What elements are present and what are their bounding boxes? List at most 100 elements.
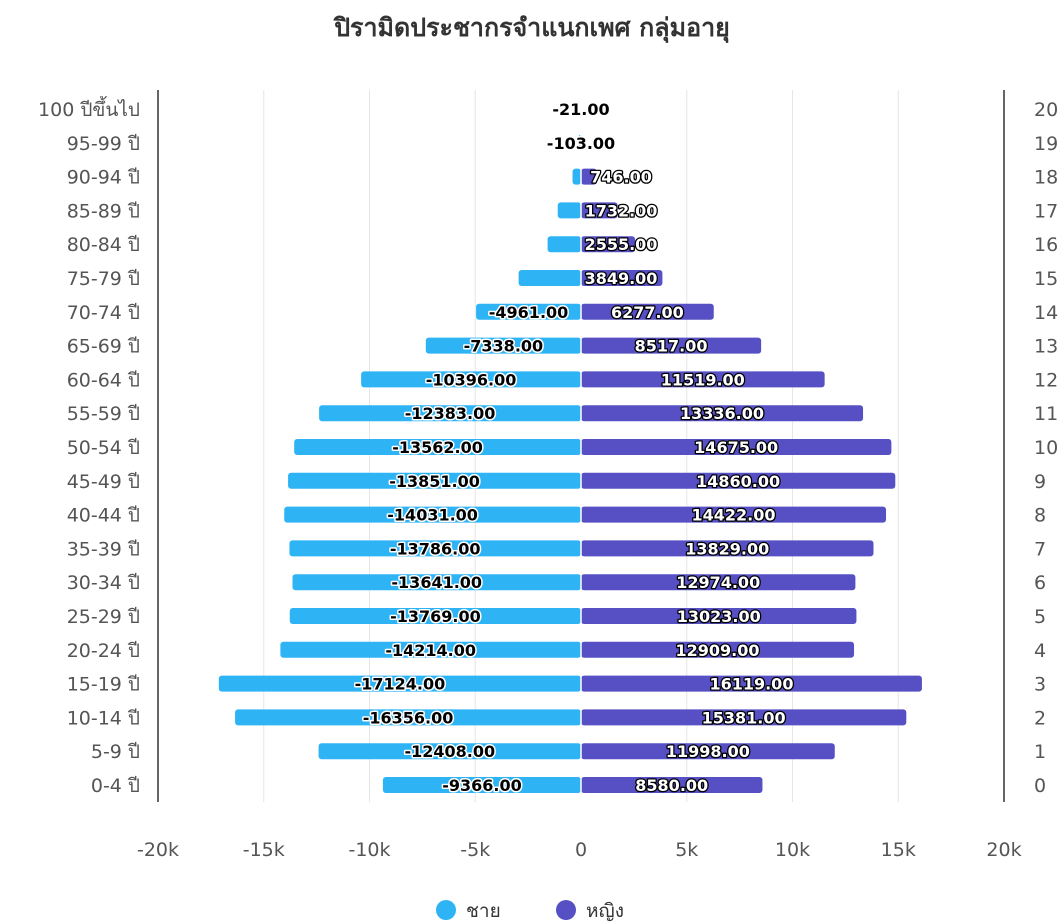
right-axis-label: 6 <box>1034 572 1046 594</box>
bar-female[interactable] <box>581 472 896 489</box>
y-category-label: 5-9 ปี <box>91 741 140 763</box>
y-category-label: 75-79 ปี <box>67 268 140 290</box>
data-label-female: 1732.00 <box>585 201 658 220</box>
y-category-label: 20-24 ปี <box>67 640 140 662</box>
x-tick-label: 20k <box>986 839 1021 861</box>
bar-male[interactable] <box>289 608 581 624</box>
legend[interactable]: ชาย หญิง <box>436 900 624 922</box>
data-label-male: -4961.00 <box>489 303 569 322</box>
data-label-male: -13562.00 <box>392 438 483 457</box>
y-category-label: 25-29 ปี <box>67 606 140 628</box>
y-category-label: 95-99 ปี <box>67 133 140 155</box>
right-axis-label: 8 <box>1034 505 1046 527</box>
data-label-male: -9366.00 <box>442 776 522 795</box>
bar-male[interactable] <box>476 303 581 320</box>
data-label-male: -7338.00 <box>464 337 544 356</box>
y-category-label: 55-59 ปี <box>67 403 140 425</box>
data-label-male: -12408.00 <box>404 742 495 761</box>
bar-female[interactable] <box>581 236 636 253</box>
axes: -20k -15k -10k -5k 0 5k 10k 15k 20k 0-4 ปี 0 5-9 ปี… <box>38 90 1058 861</box>
bars <box>218 90 922 802</box>
right-axis-label: 1 <box>1034 741 1046 763</box>
x-tick-label: 10k <box>775 839 810 861</box>
bar-male[interactable] <box>235 709 581 726</box>
bar-female[interactable] <box>581 270 663 286</box>
right-axis-label: 20 <box>1034 99 1058 121</box>
legend-marker <box>436 900 456 920</box>
bar-male[interactable] <box>518 270 581 286</box>
right-axis-label: 16 <box>1034 234 1058 256</box>
bar-female[interactable] <box>581 574 856 591</box>
bar-male[interactable] <box>294 439 581 455</box>
bar-female[interactable] <box>581 743 835 760</box>
y-category-label: 15-19 ปี <box>67 674 140 696</box>
right-axis-label: 18 <box>1034 167 1058 189</box>
bar-female[interactable] <box>581 675 922 692</box>
x-tick-label: 15k <box>881 839 916 861</box>
bar-male[interactable] <box>280 641 581 658</box>
bar-male[interactable] <box>292 574 581 591</box>
x-tick-label: -5k <box>460 839 490 861</box>
legend-marker <box>556 900 576 920</box>
bar-male[interactable] <box>284 506 581 523</box>
bar-female[interactable] <box>581 608 857 624</box>
right-axis-label: 17 <box>1034 200 1058 222</box>
data-label-female: 6277.00 <box>611 303 684 322</box>
bar-male[interactable] <box>319 405 581 422</box>
right-axis-label: 3 <box>1034 674 1046 696</box>
data-label-male: -21.00 <box>552 100 609 119</box>
right-axis-label: 19 <box>1034 133 1058 155</box>
bar-female[interactable] <box>581 303 714 320</box>
right-axis-label: 15 <box>1034 268 1058 290</box>
data-label-male: -12383.00 <box>405 404 496 423</box>
bar-female[interactable] <box>581 540 874 557</box>
bar-female[interactable] <box>581 641 855 658</box>
bar-male[interactable] <box>218 675 581 692</box>
data-label-male: -16356.00 <box>363 708 454 727</box>
bar-female[interactable] <box>581 168 597 185</box>
right-axis-label: 7 <box>1034 538 1046 560</box>
data-label-female: 14860.00 <box>696 472 780 491</box>
bar-female[interactable] <box>581 405 864 422</box>
legend-label: หญิง <box>586 900 624 922</box>
bar-female[interactable] <box>581 777 763 793</box>
data-label-female: 8580.00 <box>635 776 708 795</box>
bar-male[interactable] <box>572 168 581 185</box>
bar-male[interactable] <box>425 337 581 354</box>
y-category-label: 50-54 ปี <box>67 437 140 459</box>
bar-male[interactable] <box>557 202 581 219</box>
data-label-female: 11519.00 <box>661 370 745 389</box>
y-category-label: 10-14 ปี <box>67 707 140 729</box>
data-label-male: -13641.00 <box>391 573 482 592</box>
data-label-female: 11998.00 <box>666 742 750 761</box>
bar-male[interactable] <box>318 743 581 760</box>
bar-female[interactable] <box>581 337 762 354</box>
bar-male[interactable] <box>382 777 581 793</box>
legend-item-male[interactable]: ชาย <box>436 900 501 922</box>
data-label-female: 14675.00 <box>694 438 778 457</box>
y-category-label: 90-94 ปี <box>67 167 140 189</box>
bar-male[interactable] <box>547 236 581 253</box>
bar-female[interactable] <box>581 439 892 455</box>
right-axis-label: 14 <box>1034 302 1058 324</box>
data-label-female: 12974.00 <box>676 573 760 592</box>
bar-female[interactable] <box>581 506 887 523</box>
bar-female[interactable] <box>581 202 618 219</box>
chart-title: ปิรามิดประชากรจำแนกเพศ กลุ่มอายุ <box>333 13 730 44</box>
right-axis-label: 11 <box>1034 403 1058 425</box>
bar-female[interactable] <box>581 371 825 388</box>
bar-female[interactable] <box>581 709 907 726</box>
bar-male[interactable] <box>361 371 581 388</box>
y-category-label: 100 ปีขึ้นไป <box>38 96 140 121</box>
data-label-female: 8517.00 <box>635 337 708 356</box>
y-category-label: 70-74 ปี <box>67 302 140 324</box>
right-axis-label: 9 <box>1034 471 1046 493</box>
bar-male[interactable] <box>289 540 581 557</box>
data-label-female: 13829.00 <box>685 539 769 558</box>
data-label-female: 16119.00 <box>709 675 793 694</box>
legend-item-female[interactable]: หญิง <box>556 900 624 922</box>
bar-male[interactable] <box>288 472 581 489</box>
legend-label: ชาย <box>466 900 501 922</box>
data-label-female: 13336.00 <box>680 404 764 423</box>
right-axis-label: 0 <box>1034 775 1046 797</box>
